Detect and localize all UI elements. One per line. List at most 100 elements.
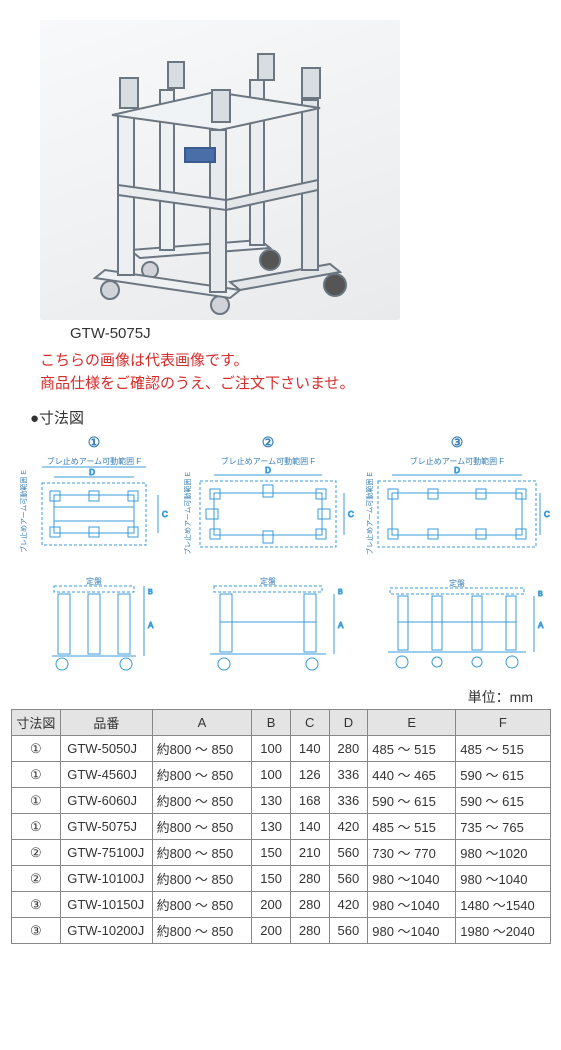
arm-label-vert: ブレ止めアーム可動範囲 E [183,472,192,555]
table-row: ③GTW-10200J約800 ～ 850200280560980 ～10401… [11,918,550,944]
table-cell: 590 ～ 615 [456,762,550,788]
table-cell: 735 ～ 765 [456,814,550,840]
table-cell: 1980 ～2040 [456,918,550,944]
table-cell: ③ [11,918,61,944]
table-cell: 約800 ～ 850 [152,814,252,840]
table-cell: GTW-6060J [61,788,152,814]
notice-line-1: こちらの画像は代表画像です。 [40,350,551,373]
table-cell: 336 [329,762,368,788]
table-cell: 590 ～ 615 [456,788,550,814]
diagram-1-number: ① [88,434,101,451]
notice-text: こちらの画像は代表画像です。 商品仕様をご確認のうえ、ご注文下さいませ。 [40,350,551,395]
stand-illustration [40,20,400,320]
table-cell: ② [11,866,61,892]
table-cell: 約800 ～ 850 [152,762,252,788]
table-cell: ③ [11,892,61,918]
table-cell: 150 [252,840,291,866]
table-cell: 約800 ～ 850 [152,866,252,892]
table-header-cell: A [152,710,252,736]
diagram-3-side: A B 定盤 [362,574,552,679]
diagram-2: ② D C ブレ止めアーム可動範囲 F ブレ止めアーム可動範囲 E [178,434,358,679]
table-cell: 140 [290,736,329,762]
diagram-1-side: A B 定盤 [14,574,174,679]
table-header-cell: 寸法図 [11,710,61,736]
table-cell: ① [11,736,61,762]
table-cell: 約800 ～ 850 [152,736,252,762]
svg-text:B: B [538,591,543,598]
table-cell: 280 [290,892,329,918]
diagram-1: ① D C ブレ止めアーム可動範囲 F ブレ止めアーム可動範囲 E [14,434,174,679]
table-cell: 280 [290,918,329,944]
table-cell: 280 [329,736,368,762]
table-cell: 980 ～1040 [368,866,456,892]
diagram-2-number: ② [262,434,275,451]
notice-line-2: 商品仕様をご確認のうえ、ご注文下さいませ。 [40,373,551,396]
table-row: ②GTW-75100J約800 ～ 850150210560730 ～ 7709… [11,840,550,866]
arm-label-vert: ブレ止めアーム可動範囲 E [19,470,28,553]
table-cell: GTW-5050J [61,736,152,762]
table-cell: 130 [252,814,291,840]
table-cell: GTW-4560J [61,762,152,788]
table-cell: 980 ～1040 [368,892,456,918]
table-cell: 485 ～ 515 [368,736,456,762]
table-cell: ② [11,840,61,866]
arm-label-vert: ブレ止めアーム可動範囲 E [365,472,374,555]
table-cell: 336 [329,788,368,814]
diagram-3: ③ D C ブレ止めアーム可動範囲 F ブレ止めアーム可動範囲 E [362,434,552,679]
table-cell: 130 [252,788,291,814]
table-cell: 140 [290,814,329,840]
arm-label: ブレ止めアーム可動範囲 F [410,456,505,466]
table-cell: 980 ～1040 [456,866,550,892]
table-cell: GTW-10200J [61,918,152,944]
table-header-cell: F [456,710,550,736]
surface-plate-label: 定盤 [260,576,276,586]
svg-text:D: D [265,466,271,475]
table-cell: 730 ～ 770 [368,840,456,866]
surface-plate-label: 定盤 [86,576,102,586]
svg-text:C: C [544,510,550,519]
table-row: ①GTW-5050J約800 ～ 850100140280485 ～ 51548… [11,736,550,762]
section-label: ●寸法図 [30,407,551,428]
table-cell: GTW-10100J [61,866,152,892]
table-cell: 150 [252,866,291,892]
table-cell: 420 [329,814,368,840]
table-cell: 約800 ～ 850 [152,918,252,944]
table-row: ①GTW-5075J約800 ～ 850130140420485 ～ 51573… [11,814,550,840]
table-cell: 168 [290,788,329,814]
table-cell: 1480 ～1540 [456,892,550,918]
table-cell: 560 [329,918,368,944]
table-cell: 590 ～ 615 [368,788,456,814]
table-cell: 560 [329,866,368,892]
table-cell: 440 ～ 465 [368,762,456,788]
table-cell: 980 ～1040 [368,918,456,944]
svg-text:A: A [538,621,544,630]
table-cell: 485 ～ 515 [368,814,456,840]
table-cell: 200 [252,918,291,944]
svg-text:D: D [454,466,460,475]
svg-text:B: B [338,589,343,596]
table-cell: 485 ～ 515 [456,736,550,762]
dimension-table: 寸法図品番ABCDEF ①GTW-5050J約800 ～ 85010014028… [11,709,551,944]
table-cell: 210 [290,840,329,866]
product-photo [40,20,400,320]
diagram-2-top: D C ブレ止めアーム可動範囲 F ブレ止めアーム可動範囲 E [178,455,358,570]
svg-text:A: A [148,621,154,630]
table-cell: 約800 ～ 850 [152,788,252,814]
table-cell: 980 ～1020 [456,840,550,866]
table-cell: GTW-5075J [61,814,152,840]
table-row: ③GTW-10150J約800 ～ 850200280420980 ～10401… [11,892,550,918]
table-header-cell: C [290,710,329,736]
table-header-cell: 品番 [61,710,152,736]
surface-plate-label: 定盤 [449,578,465,588]
dimension-diagrams: ① D C ブレ止めアーム可動範囲 F ブレ止めアーム可動範囲 E [14,434,547,679]
table-row: ①GTW-6060J約800 ～ 850130168336590 ～ 61559… [11,788,550,814]
table-cell: 100 [252,736,291,762]
table-cell: 約800 ～ 850 [152,892,252,918]
svg-text:C: C [162,510,168,519]
table-header-cell: E [368,710,456,736]
table-cell: 280 [290,866,329,892]
table-header-row: 寸法図品番ABCDEF [11,710,550,736]
table-cell: ① [11,762,61,788]
diagram-3-top: D C ブレ止めアーム可動範囲 F ブレ止めアーム可動範囲 E [362,455,552,570]
table-header-cell: D [329,710,368,736]
